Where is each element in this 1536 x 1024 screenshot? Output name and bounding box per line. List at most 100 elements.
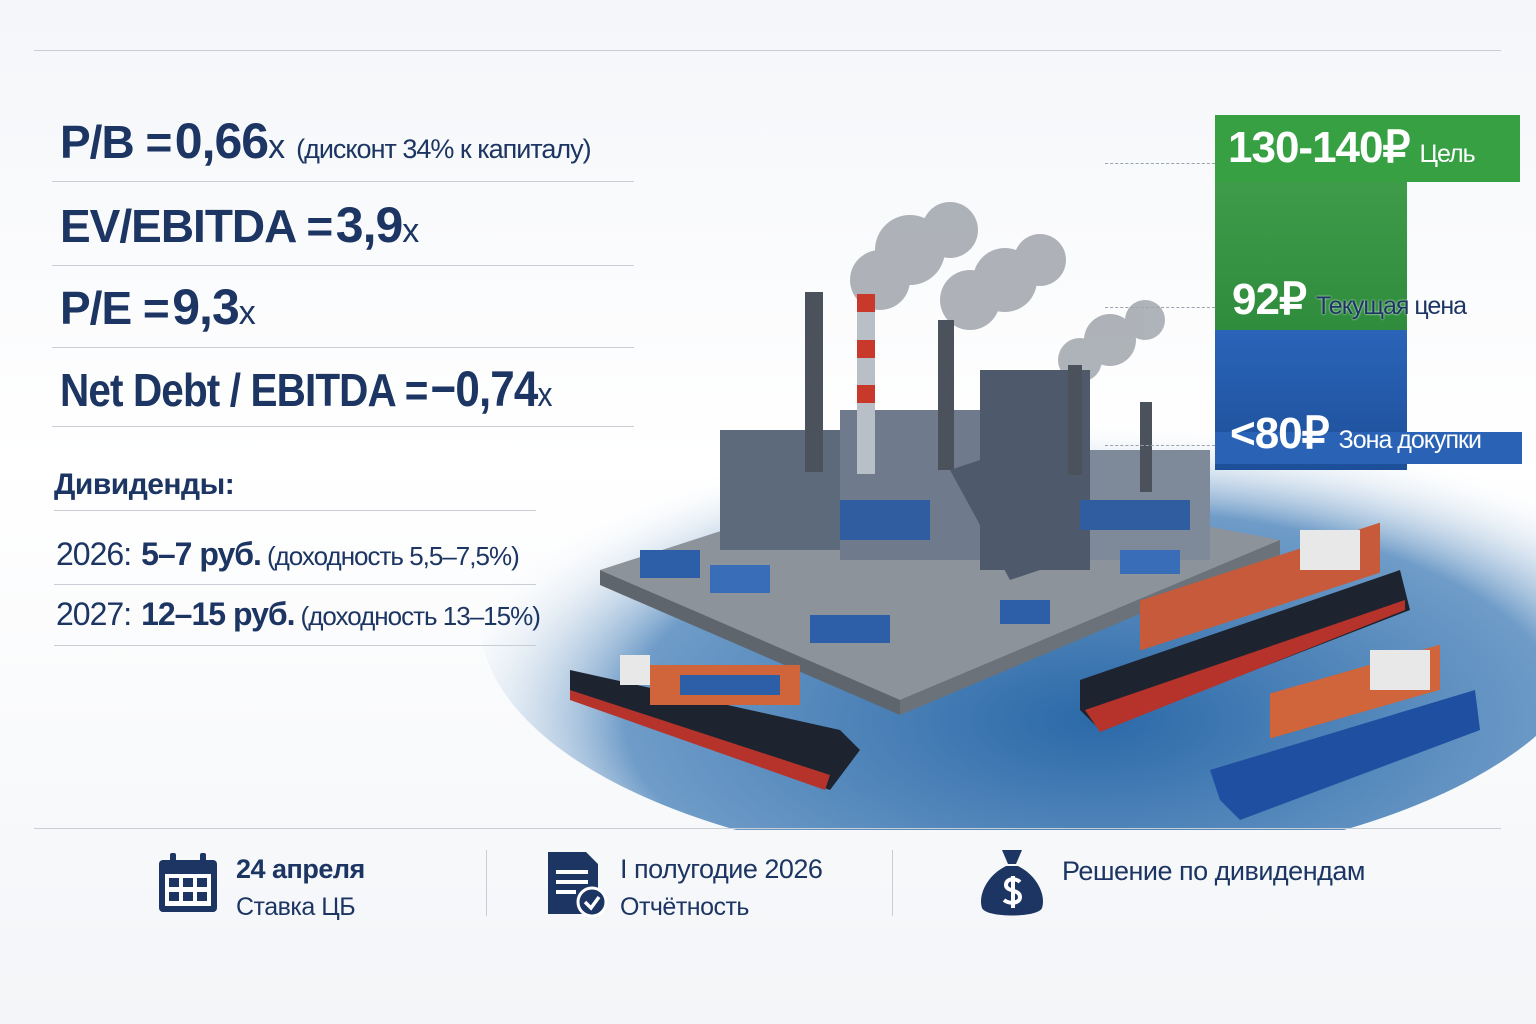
factory-part: [1080, 500, 1190, 530]
ship-left-part: [680, 675, 780, 695]
ship-left-part: [570, 690, 830, 790]
price-value: <80₽: [1230, 409, 1330, 458]
metric-unit: x: [238, 294, 256, 332]
calendar-cells-part: [183, 878, 193, 887]
metric-unit: x: [268, 128, 285, 166]
calendar-icon: [159, 853, 217, 912]
metric-label: P/E =: [60, 282, 170, 334]
smoke-part: [1084, 314, 1136, 366]
dividends-rule: [54, 510, 536, 511]
level-line: [1105, 307, 1215, 308]
factory-part: [857, 294, 875, 474]
calendar-cells-part: [183, 892, 193, 901]
event: I полугодие 2026 Отчётность: [620, 854, 823, 922]
report-icon: [548, 852, 608, 918]
target-zone: [1215, 182, 1407, 330]
factory-part: [840, 500, 930, 540]
containers-part: [1120, 550, 1180, 574]
metric-note: (дисконт 34% к капиталу): [296, 134, 592, 164]
event-title: Решение по дивидендам: [1062, 856, 1365, 886]
currency-sign: [1002, 876, 1023, 908]
metric-rule: [52, 347, 634, 348]
level-line: [1105, 445, 1215, 446]
metric-row: P/E = 9,3x: [60, 278, 256, 336]
ship-right: [1080, 522, 1410, 732]
calendar-ring: [170, 853, 176, 867]
metric-label: P/B =: [60, 116, 172, 168]
containers-part: [810, 615, 890, 643]
ship-right-part: [1300, 530, 1360, 570]
ship-front: [1210, 644, 1480, 820]
money-bag-icon: [981, 850, 1043, 916]
metric-value: −0,74: [430, 361, 539, 417]
factory-part: [857, 294, 875, 312]
factory-part: [950, 460, 1040, 580]
factory-part: [857, 385, 875, 403]
industrial-illustration: [480, 202, 1536, 830]
ship-front-part: [1370, 650, 1430, 690]
event-subtitle: Ставка ЦБ: [236, 893, 356, 921]
price-level: <80₽ Зона докупки: [1230, 408, 1482, 459]
event: Решение по дивидендам: [1062, 856, 1365, 887]
smoke-part: [1014, 234, 1066, 286]
dividend-note: (доходность 5,5–7,5%): [266, 541, 520, 571]
footer-rule: [34, 828, 1501, 829]
metric-rule: [52, 265, 634, 266]
ship-left-part: [620, 655, 650, 685]
buy-strip: [1215, 432, 1522, 464]
dividend-rule: [54, 584, 536, 585]
smoke-part: [922, 202, 978, 258]
dividend-row: 2026: 5–7 руб. (доходность 5,5–7,5%): [56, 536, 520, 573]
ship-left: [570, 655, 860, 790]
metric-row: P/B = 0,66x (дисконт 34% к капиталу): [60, 112, 592, 170]
containers: [640, 550, 1180, 643]
separator: [892, 850, 893, 916]
factory: [720, 292, 1210, 580]
price-label: Зона докупки: [1338, 426, 1482, 454]
event-subtitle: Отчётность: [620, 893, 749, 921]
dividend-year: 2026:: [56, 536, 132, 572]
metric-unit: x: [402, 212, 419, 250]
target-header: [1215, 115, 1520, 182]
price-value: 92₽: [1232, 275, 1307, 324]
factory-part: [857, 340, 875, 358]
factory-part: [1140, 402, 1152, 492]
event: 24 апреля Ставка ЦБ: [236, 854, 365, 922]
calendar-cells-part: [169, 892, 179, 901]
metric-value: 3,9: [335, 197, 404, 253]
dividend-note: (доходность 13–15%): [300, 601, 541, 631]
pier-part: [900, 540, 1280, 715]
price-level: 130-140₽ Цель: [1228, 122, 1476, 173]
report-check-circle: [576, 886, 608, 918]
calendar-cells-part: [197, 878, 207, 887]
metric-row: Net Debt / EBITDA = −0,74x: [60, 360, 552, 418]
factory-part: [805, 292, 823, 472]
smoke: [850, 202, 1165, 382]
dividend-row: 2027: 12–15 руб. (доходность 13–15%): [56, 596, 541, 633]
metric-row: EV/EBITDA = 3,9x: [60, 196, 419, 254]
pier-part: [600, 570, 900, 715]
metric-rule: [52, 426, 634, 427]
smoke-part: [1125, 300, 1165, 340]
calendar-cells-part: [197, 892, 207, 901]
price-label: Цель: [1419, 140, 1475, 168]
event-title: I полугодие 2026: [620, 854, 823, 884]
metric-unit: x: [537, 376, 552, 414]
dividends-title: Дивиденды:: [54, 468, 235, 501]
metric-label: EV/EBITDA =: [60, 200, 333, 252]
dividend-rule: [54, 645, 536, 646]
metric-value: 9,3: [172, 279, 240, 335]
separator: [486, 850, 487, 916]
price-level: 92₽ Текущая цена: [1232, 274, 1467, 325]
bag-neck: [1002, 850, 1022, 864]
containers-part: [1000, 600, 1050, 624]
ship-front-part: [1210, 690, 1480, 820]
calendar-cells: [169, 878, 207, 901]
calendar-cells-part: [169, 878, 179, 887]
ship-right-part: [1085, 600, 1405, 732]
dividend-year: 2027:: [56, 596, 132, 632]
metric-rule: [52, 181, 634, 182]
dividend-amount: 5–7 руб.: [141, 536, 262, 572]
